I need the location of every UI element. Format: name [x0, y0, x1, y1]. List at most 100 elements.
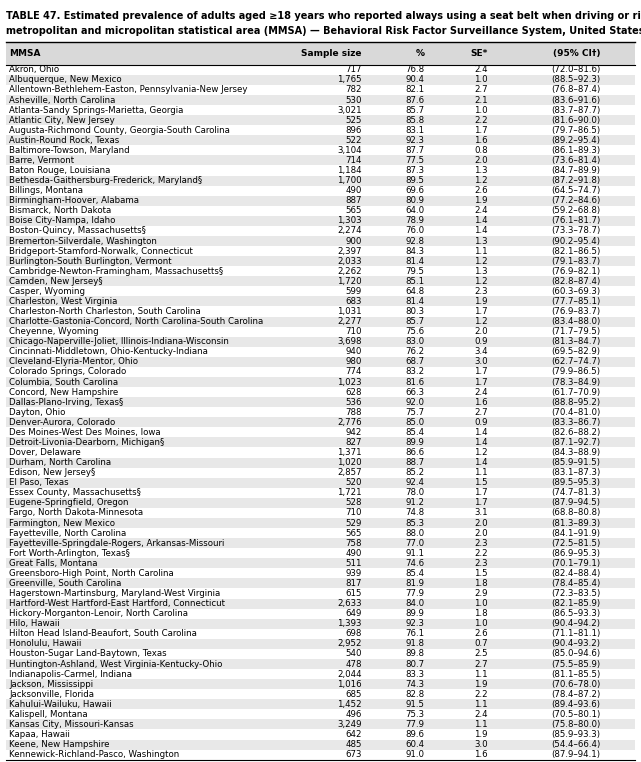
Text: (89.2–95.4): (89.2–95.4): [552, 136, 601, 145]
Text: (90.4–94.2): (90.4–94.2): [552, 620, 601, 628]
Bar: [6, 588, 635, 599]
Text: (89.5–95.3): (89.5–95.3): [552, 479, 601, 487]
Text: 887: 887: [345, 197, 362, 205]
Text: (88.8–95.2): (88.8–95.2): [551, 398, 601, 407]
Text: 896: 896: [345, 126, 362, 135]
Bar: [6, 95, 635, 105]
Text: 82.1: 82.1: [406, 85, 425, 94]
Text: (69.5–82.9): (69.5–82.9): [552, 347, 601, 357]
Text: 1,765: 1,765: [337, 75, 362, 85]
Text: Kansas City, Missouri-Kansas: Kansas City, Missouri-Kansas: [9, 720, 133, 729]
Text: Jackson, Mississippi: Jackson, Mississippi: [9, 680, 93, 689]
Text: 89.8: 89.8: [406, 649, 425, 658]
Text: 2.3: 2.3: [474, 539, 488, 548]
Bar: [6, 689, 635, 700]
Text: 83.1: 83.1: [406, 126, 425, 135]
Text: 64.0: 64.0: [406, 207, 425, 216]
Text: (64.5–74.7): (64.5–74.7): [551, 186, 601, 195]
Text: 3,249: 3,249: [337, 720, 362, 729]
Text: 1.9: 1.9: [474, 730, 488, 739]
Text: 1.1: 1.1: [474, 720, 488, 729]
Text: (77.2–84.6): (77.2–84.6): [551, 197, 601, 205]
Text: (76.1–81.7): (76.1–81.7): [551, 216, 601, 226]
Text: (74.7–81.3): (74.7–81.3): [551, 488, 601, 498]
Text: 827: 827: [345, 438, 362, 447]
Text: 1,371: 1,371: [337, 448, 362, 457]
Text: Houston-Sugar Land-Baytown, Texas: Houston-Sugar Land-Baytown, Texas: [9, 649, 167, 658]
Text: (83.4–88.0): (83.4–88.0): [551, 317, 601, 326]
Text: Kapaa, Hawaii: Kapaa, Hawaii: [9, 730, 70, 739]
Text: 79.5: 79.5: [406, 267, 425, 276]
Text: 599: 599: [345, 287, 362, 296]
Text: (76.8–87.4): (76.8–87.4): [551, 85, 601, 94]
Text: 2.7: 2.7: [474, 85, 488, 94]
Text: 92.4: 92.4: [406, 479, 425, 487]
Text: 2.4: 2.4: [474, 207, 488, 216]
Text: 2.0: 2.0: [474, 327, 488, 336]
Text: 91.8: 91.8: [406, 639, 425, 648]
Text: (68.8–80.8): (68.8–80.8): [551, 508, 601, 517]
Text: (85.9–91.5): (85.9–91.5): [552, 458, 601, 467]
Bar: [6, 296, 635, 306]
Text: 1,720: 1,720: [337, 277, 362, 286]
Bar: [6, 206, 635, 216]
Text: 85.0: 85.0: [406, 418, 425, 427]
Text: 774: 774: [345, 367, 362, 376]
Text: Boise City-Nampa, Idaho: Boise City-Nampa, Idaho: [9, 216, 115, 226]
Text: (76.9–82.1): (76.9–82.1): [551, 267, 601, 276]
Text: 939: 939: [345, 569, 362, 578]
Text: 2,262: 2,262: [337, 267, 362, 276]
Text: 1.1: 1.1: [474, 670, 488, 679]
Text: 522: 522: [345, 136, 362, 145]
Text: 565: 565: [345, 529, 362, 538]
Text: 85.7: 85.7: [406, 317, 425, 326]
Text: 942: 942: [345, 428, 362, 437]
Bar: [6, 649, 635, 659]
Text: 77.9: 77.9: [406, 589, 425, 598]
Bar: [6, 397, 635, 407]
Text: 1.6: 1.6: [474, 398, 488, 407]
Text: Eugene-Springfield, Oregon: Eugene-Springfield, Oregon: [9, 498, 128, 507]
Text: Bridgeport-Stamford-Norwalk, Connecticut: Bridgeport-Stamford-Norwalk, Connecticut: [9, 247, 193, 255]
Text: 2,274: 2,274: [337, 226, 362, 235]
Text: 529: 529: [345, 518, 362, 527]
Bar: [6, 729, 635, 740]
Bar: [6, 115, 635, 125]
Bar: [6, 609, 635, 619]
Text: 85.4: 85.4: [406, 569, 425, 578]
Text: 85.7: 85.7: [406, 106, 425, 114]
Text: 84.0: 84.0: [406, 599, 425, 608]
Text: 81.9: 81.9: [406, 579, 425, 588]
Bar: [6, 165, 635, 175]
Bar: [6, 125, 635, 136]
Text: 89.9: 89.9: [406, 609, 425, 618]
Text: (54.4–66.4): (54.4–66.4): [551, 740, 601, 749]
Text: 478: 478: [345, 660, 362, 668]
Text: (81.3–89.3): (81.3–89.3): [551, 518, 601, 527]
Text: (72.3–83.5): (72.3–83.5): [551, 589, 601, 598]
Text: 1.4: 1.4: [474, 428, 488, 437]
Text: 649: 649: [345, 609, 362, 618]
Text: (70.1–79.1): (70.1–79.1): [551, 559, 601, 568]
Text: 520: 520: [345, 479, 362, 487]
Text: (78.4–87.2): (78.4–87.2): [551, 690, 601, 699]
Text: (82.8–87.4): (82.8–87.4): [551, 277, 601, 286]
Bar: [6, 578, 635, 588]
Bar: [6, 559, 635, 568]
Text: (81.1–85.5): (81.1–85.5): [551, 670, 601, 679]
Text: Baltimore-Towson, Maryland: Baltimore-Towson, Maryland: [9, 146, 129, 155]
Text: (71.7–79.5): (71.7–79.5): [551, 327, 601, 336]
Text: Cleveland-Elyria-Mentor, Ohio: Cleveland-Elyria-Mentor, Ohio: [9, 357, 138, 367]
Text: 2.4: 2.4: [474, 710, 488, 719]
Text: 83.3: 83.3: [406, 670, 425, 679]
Bar: [6, 568, 635, 578]
Text: 1.5: 1.5: [474, 569, 488, 578]
Text: 66.3: 66.3: [406, 388, 425, 396]
Text: 2.6: 2.6: [474, 629, 488, 639]
Text: Barre, Vermont: Barre, Vermont: [9, 156, 74, 165]
Text: 74.8: 74.8: [406, 508, 425, 517]
Text: (88.5–92.3): (88.5–92.3): [551, 75, 601, 85]
Text: 642: 642: [345, 730, 362, 739]
Bar: [6, 287, 635, 296]
Text: 87.7: 87.7: [406, 146, 425, 155]
